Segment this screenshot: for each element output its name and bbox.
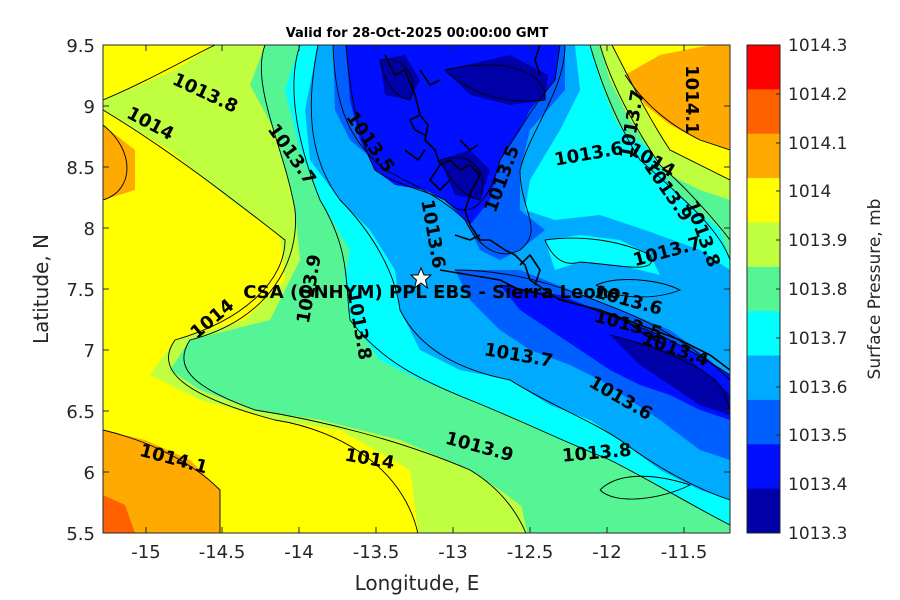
contour-label: 1014.1 (681, 65, 702, 134)
colorbar-cell (747, 311, 780, 357)
colorbar-cell (747, 488, 780, 534)
colorbar-tick-label: 1014.1 (788, 134, 847, 154)
y-tick-label: 8 (84, 219, 95, 240)
colorbar-tick-label: 1014 (788, 182, 831, 202)
x-tick-label: -14.5 (199, 542, 246, 563)
colorbar: 1014.3 1014.2 1014.1 1014 1013.9 1013.8 … (746, 36, 885, 544)
colorbar-cell (747, 266, 780, 312)
y-tick-label: 8.5 (66, 158, 95, 179)
filled-contours (103, 45, 730, 533)
coastline (384, 45, 730, 371)
contour-lines (103, 45, 730, 533)
chart-title: Valid for 28-Oct-2025 00:00:00 GMT (286, 26, 549, 41)
colorbar-tick-label: 1013.3 (788, 524, 847, 544)
colorbar-title: Surface Pressure, mb (865, 199, 885, 380)
x-tick-label: -13 (438, 542, 467, 563)
colorbar-cell (747, 178, 780, 223)
colorbar-tick-label: 1013.7 (788, 329, 847, 349)
y-tick-label: 7.5 (66, 280, 95, 301)
y-tick-label: 9 (84, 97, 95, 118)
station-label: CSA (ONHYM) PPL EBS - Sierra Leone (243, 282, 620, 303)
colorbar-tick-label: 1013.8 (788, 280, 847, 300)
x-axis: -15 -14.5 -14 -13.5 -13 -12.5 -12 -11.5 … (131, 45, 707, 595)
y-tick-label: 7 (84, 341, 95, 362)
colorbar-cell (747, 222, 780, 268)
x-tick-label: -11.5 (661, 542, 708, 563)
colorbar-tick-label: 1013.4 (788, 475, 847, 495)
colorbar-tick-label: 1013.6 (788, 378, 847, 398)
colorbar-cell (747, 45, 780, 90)
y-tick-label: 6.5 (66, 402, 95, 423)
x-tick-label: -15 (131, 542, 160, 563)
y-tick-label: 6 (84, 463, 95, 484)
x-axis-label: Longitude, E (355, 571, 480, 595)
colorbar-tick-label: 1014.2 (788, 85, 847, 105)
x-tick-label: -14 (284, 542, 313, 563)
y-tick-label: 9.5 (66, 36, 95, 57)
colorbar-cell (747, 444, 780, 490)
colorbar-cell (747, 133, 780, 179)
colorbar-tick-label: 1013.5 (788, 426, 847, 446)
x-tick-label: -12 (592, 542, 621, 563)
y-axis-label: Latitude, N (29, 234, 53, 344)
station-star-icon (409, 266, 433, 290)
colorbar-cell (747, 89, 780, 135)
y-axis: 9.5 9 8.5 8 7.5 7 6.5 6 5.5 Latitude, N (29, 36, 730, 545)
x-tick-label: -13.5 (353, 542, 400, 563)
y-tick-label: 5.5 (66, 524, 95, 545)
x-tick-label: -12.5 (507, 542, 554, 563)
colorbar-tick-label: 1014.3 (788, 36, 847, 56)
colorbar-cell (747, 355, 780, 401)
colorbar-tick-label: 1013.9 (788, 231, 847, 251)
colorbar-cell (747, 399, 780, 445)
